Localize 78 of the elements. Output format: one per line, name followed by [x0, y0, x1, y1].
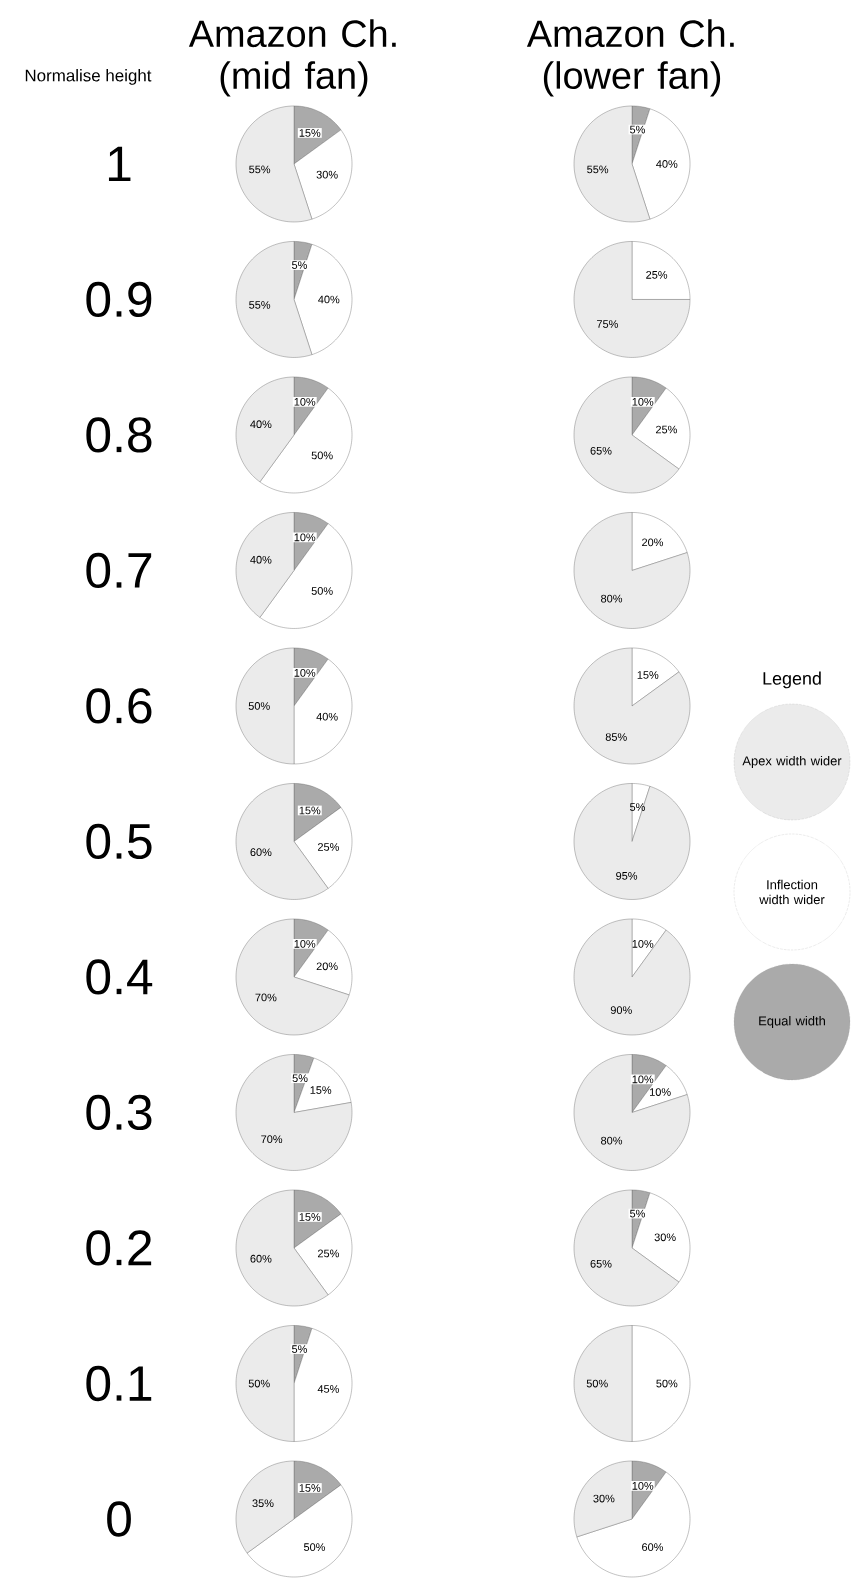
- data-label: 5%: [291, 261, 307, 269]
- data-label: 40%: [318, 295, 340, 304]
- data-label: 30%: [316, 170, 338, 179]
- data-label: 20%: [642, 538, 664, 547]
- data-label: 50%: [248, 1379, 270, 1388]
- data-label: 10%: [650, 1088, 671, 1096]
- text: 0.2: [86, 1230, 152, 1266]
- data-label: 30%: [654, 1233, 676, 1242]
- data-label: 5%: [291, 1345, 307, 1353]
- data-label: 55%: [587, 165, 609, 174]
- chart-title: Amazon Ch. (lower fan): [526, 19, 734, 97]
- data-label: 50%: [311, 587, 333, 595]
- data-label: 75%: [597, 320, 618, 328]
- data-label: 80%: [601, 1136, 623, 1145]
- category-label: Inflection width wider: [759, 879, 825, 905]
- data-label: 80%: [601, 594, 623, 603]
- data-label: 15%: [299, 1484, 321, 1492]
- data-label: 50%: [586, 1379, 608, 1388]
- data-label: 10%: [632, 1075, 654, 1084]
- text: 0.1: [86, 1365, 152, 1402]
- data-label: 70%: [255, 993, 277, 1002]
- data-label: 10%: [294, 397, 316, 406]
- data-label: 15%: [637, 671, 659, 679]
- text: 0.3: [86, 1094, 152, 1131]
- data-label: 5%: [629, 803, 645, 811]
- text: 0.9: [86, 281, 152, 318]
- data-label: 55%: [249, 301, 271, 309]
- category-label: Equal width: [759, 1015, 825, 1029]
- data-label: 40%: [656, 160, 678, 168]
- data-label: 90%: [610, 1006, 632, 1014]
- text: 0.7: [86, 552, 152, 589]
- text: 1: [108, 146, 131, 182]
- data-label: 65%: [590, 446, 612, 455]
- data-label: 70%: [261, 1135, 283, 1144]
- data-label: 40%: [250, 420, 272, 429]
- data-label: 25%: [655, 425, 677, 434]
- data-label: 60%: [642, 1543, 664, 1552]
- data-label: 55%: [249, 165, 271, 174]
- text: 0.5: [86, 823, 152, 860]
- data-label: 85%: [605, 733, 627, 741]
- data-label: 5%: [629, 1209, 645, 1218]
- data-label: 15%: [299, 1213, 321, 1221]
- data-label: 50%: [248, 702, 270, 710]
- data-label: 45%: [317, 1385, 339, 1393]
- data-label: 35%: [252, 1499, 274, 1508]
- data-label: 15%: [299, 129, 321, 137]
- data-label: 15%: [310, 1086, 332, 1094]
- data-label: 10%: [294, 940, 316, 948]
- text: Normalise height: [25, 69, 152, 85]
- text: 0.4: [86, 959, 153, 995]
- data-label: 10%: [632, 940, 654, 948]
- data-label: 50%: [311, 451, 333, 460]
- text: 0: [107, 1501, 131, 1537]
- chart-title: Amazon Ch. (mid fan): [188, 19, 396, 97]
- data-label: 5%: [629, 125, 645, 134]
- data-label: 50%: [656, 1379, 678, 1388]
- data-label: 65%: [590, 1259, 612, 1268]
- data-label: 25%: [646, 271, 668, 279]
- data-label: 5%: [292, 1074, 308, 1083]
- data-label: 10%: [632, 1482, 654, 1490]
- text: 0.8: [86, 417, 152, 453]
- category-label: Apex width wider: [742, 755, 842, 769]
- text: 0.6: [86, 688, 152, 724]
- data-label: 50%: [303, 1543, 326, 1552]
- data-label: 10%: [294, 533, 316, 542]
- data-label: 30%: [593, 1494, 615, 1503]
- data-label: 60%: [250, 1254, 272, 1263]
- data-label: 10%: [632, 397, 654, 406]
- data-label: 15%: [299, 806, 321, 815]
- data-label: 10%: [294, 668, 316, 677]
- data-label: 60%: [250, 848, 272, 857]
- data-label: 20%: [316, 962, 338, 971]
- data-label: 40%: [316, 712, 338, 721]
- data-label: 95%: [616, 872, 638, 880]
- data-label: 25%: [317, 1249, 339, 1258]
- data-label: 25%: [317, 843, 339, 851]
- legend-title: Legend: [763, 671, 821, 689]
- data-label: 40%: [250, 555, 272, 564]
